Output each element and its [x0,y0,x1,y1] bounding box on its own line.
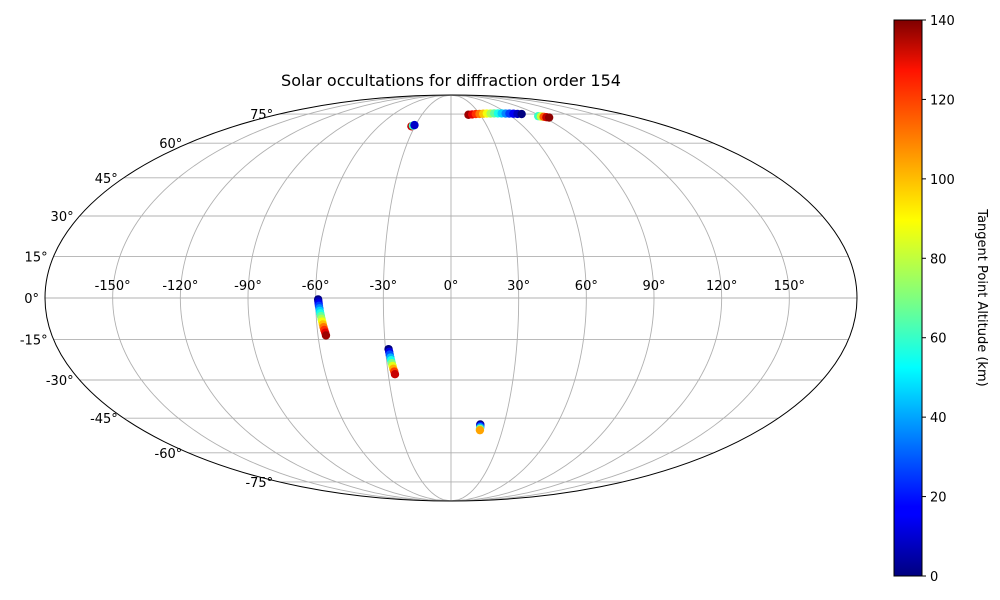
colorbar-ticks: 0 20 40 60 80 100 120 140 [922,14,955,585]
colorbar-tick-label: 40 [930,411,947,426]
longitude-gridline [450,95,723,501]
graticule [45,95,857,501]
occultation-point [390,369,400,379]
colorbar-tick-label: 80 [930,252,947,267]
chart-title: Solar occultations for diffraction order… [281,71,621,90]
colorbar-tick-label: 0 [930,570,938,585]
longitude-tick-labels: -150° -120° -90° -60° -30° 0° 30° 60° 90° 120° 150… [95,279,805,294]
longitude-gridline [382,95,452,501]
longitude-tick-label: 90° [642,279,665,294]
latitude-tick-label: 45° [95,172,118,187]
occultation-point [410,120,419,130]
longitude-gridline [450,95,790,501]
longitude-gridline [450,95,655,501]
longitude-tick-label: 60° [575,279,598,294]
occultation-point [321,331,331,340]
colorbar-gradient [893,19,923,577]
latitude-tick-label: -45° [90,412,118,427]
longitude-tick-label: -150° [95,279,131,294]
latitude-tick-label: 75° [250,108,273,123]
colorbar-label: Tangent Point Altitude (km) [974,208,989,386]
map-boundary [44,94,858,502]
colorbar-tick-label: 100 [930,173,955,188]
longitude-tick-label: 150° [774,279,805,294]
longitude-tick-label: -90° [234,279,262,294]
occultation-point [475,425,485,435]
longitude-tick-label: 0° [444,279,459,294]
longitude-gridline [450,95,587,501]
longitude-gridline [179,95,452,501]
latitude-tick-label: -75° [245,476,273,491]
colorbar-tick-label: 20 [930,491,947,506]
longitude-tick-label: 30° [507,279,530,294]
latitude-tick-label: -30° [46,374,74,389]
data-points [313,109,554,435]
longitude-tick-label: 120° [706,279,737,294]
latitude-tick-label: 60° [159,137,182,152]
latitude-tick-labels: -75° -60° -45° -30° -15° 0° 15° 30° 45° 60° 75° [20,108,273,491]
longitude-gridline [247,95,452,501]
colorbar-tick-label: 140 [930,14,955,29]
latitude-tick-label: 0° [24,292,39,307]
colorbar-tick-label: 120 [930,93,955,108]
occultation-point [544,113,554,122]
latitude-tick-label: -15° [20,334,48,349]
latitude-tick-label: -60° [155,447,183,462]
longitude-tick-label: -30° [369,279,397,294]
colorbar: 0 20 40 60 80 100 120 140 Tangent Point Altitud… [893,14,989,585]
longitude-tick-label: -120° [162,279,198,294]
latitude-tick-label: 30° [51,210,74,225]
longitude-gridline [112,95,452,501]
longitude-gridline [450,95,520,501]
occultation-point [517,109,526,119]
colorbar-tick-label: 60 [930,332,947,347]
longitude-tick-label: -60° [302,279,330,294]
latitude-tick-label: 15° [25,250,48,265]
